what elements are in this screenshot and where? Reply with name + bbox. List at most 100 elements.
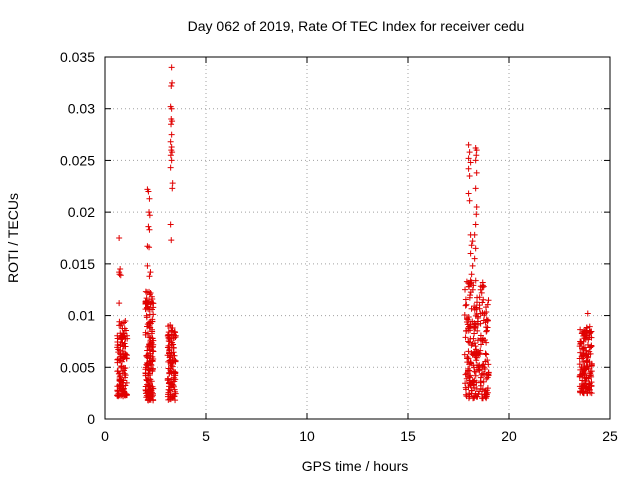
data-point bbox=[465, 190, 472, 197]
data-point bbox=[147, 289, 154, 296]
data-point bbox=[463, 327, 470, 334]
data-point bbox=[167, 138, 174, 145]
data-point bbox=[477, 335, 484, 342]
data-point bbox=[471, 255, 478, 262]
data-points bbox=[114, 64, 595, 404]
data-point bbox=[146, 226, 153, 233]
data-point bbox=[479, 279, 486, 286]
data-point bbox=[472, 157, 479, 164]
data-point bbox=[461, 312, 468, 319]
data-point bbox=[473, 147, 480, 154]
data-point bbox=[149, 316, 156, 323]
data-point bbox=[484, 389, 491, 396]
data-point bbox=[475, 315, 482, 322]
data-point bbox=[483, 339, 490, 346]
data-point bbox=[464, 354, 471, 361]
data-point bbox=[484, 374, 491, 381]
data-point bbox=[167, 354, 174, 361]
data-point bbox=[467, 372, 474, 379]
data-point bbox=[466, 172, 473, 179]
data-point bbox=[148, 326, 155, 333]
data-point bbox=[465, 314, 472, 321]
data-point bbox=[463, 278, 470, 285]
data-point bbox=[587, 328, 594, 335]
x-tick-label: 10 bbox=[299, 428, 315, 444]
y-tick-label: 0.025 bbox=[60, 152, 95, 168]
data-point bbox=[462, 380, 469, 387]
data-point bbox=[472, 185, 479, 192]
data-point bbox=[481, 388, 488, 395]
y-tick-label: 0.015 bbox=[60, 256, 95, 272]
data-point bbox=[146, 195, 153, 202]
data-point bbox=[470, 282, 477, 289]
data-point bbox=[472, 221, 479, 228]
data-point bbox=[467, 321, 474, 328]
data-point bbox=[146, 323, 153, 330]
data-point bbox=[483, 327, 490, 334]
data-point bbox=[584, 363, 591, 370]
data-point bbox=[577, 371, 584, 378]
data-point bbox=[166, 369, 173, 376]
data-point bbox=[480, 283, 487, 290]
data-point bbox=[578, 353, 585, 360]
data-point bbox=[121, 325, 128, 332]
data-point bbox=[588, 363, 595, 370]
data-point bbox=[165, 323, 172, 330]
data-point bbox=[116, 235, 123, 241]
data-point bbox=[478, 371, 485, 378]
data-point bbox=[122, 351, 129, 358]
y-tick-label: 0.01 bbox=[68, 308, 95, 324]
data-point bbox=[124, 335, 131, 342]
data-point bbox=[479, 370, 486, 377]
data-point bbox=[485, 297, 492, 304]
data-point bbox=[586, 380, 593, 387]
data-point bbox=[474, 327, 481, 334]
data-point bbox=[467, 250, 474, 257]
data-point bbox=[167, 380, 174, 387]
data-point bbox=[583, 357, 590, 364]
data-point bbox=[150, 311, 157, 318]
data-point bbox=[150, 385, 157, 392]
data-point bbox=[483, 316, 490, 323]
data-point bbox=[462, 371, 469, 378]
data-point bbox=[146, 244, 153, 251]
data-point bbox=[120, 330, 127, 337]
data-point bbox=[581, 374, 588, 381]
data-point bbox=[580, 333, 587, 340]
data-point bbox=[172, 369, 179, 376]
data-point bbox=[587, 372, 594, 379]
data-point bbox=[465, 338, 472, 345]
data-point bbox=[145, 391, 152, 398]
data-point bbox=[167, 152, 174, 159]
data-point bbox=[462, 286, 469, 293]
data-point bbox=[121, 330, 128, 337]
data-point bbox=[149, 392, 156, 399]
data-point bbox=[477, 286, 484, 293]
data-point bbox=[122, 372, 129, 379]
data-point bbox=[146, 343, 153, 350]
data-point bbox=[145, 383, 152, 390]
data-point bbox=[580, 389, 587, 396]
data-point bbox=[579, 330, 586, 337]
data-point bbox=[477, 374, 484, 381]
data-point bbox=[585, 381, 592, 388]
data-point bbox=[584, 354, 591, 361]
data-point bbox=[122, 382, 129, 389]
data-point bbox=[576, 361, 583, 368]
data-point bbox=[462, 302, 469, 309]
data-point bbox=[168, 157, 175, 164]
data-point bbox=[478, 341, 485, 348]
data-point bbox=[146, 382, 153, 389]
data-point bbox=[168, 121, 175, 128]
y-tick-label: 0.02 bbox=[68, 204, 95, 220]
data-point bbox=[467, 277, 474, 284]
data-point bbox=[165, 386, 172, 393]
data-point bbox=[468, 242, 475, 249]
data-point bbox=[150, 397, 157, 404]
data-point bbox=[149, 343, 156, 350]
data-point bbox=[142, 370, 149, 377]
data-point bbox=[168, 82, 175, 89]
data-point bbox=[116, 300, 123, 307]
data-point bbox=[169, 357, 176, 364]
data-point bbox=[142, 288, 149, 295]
